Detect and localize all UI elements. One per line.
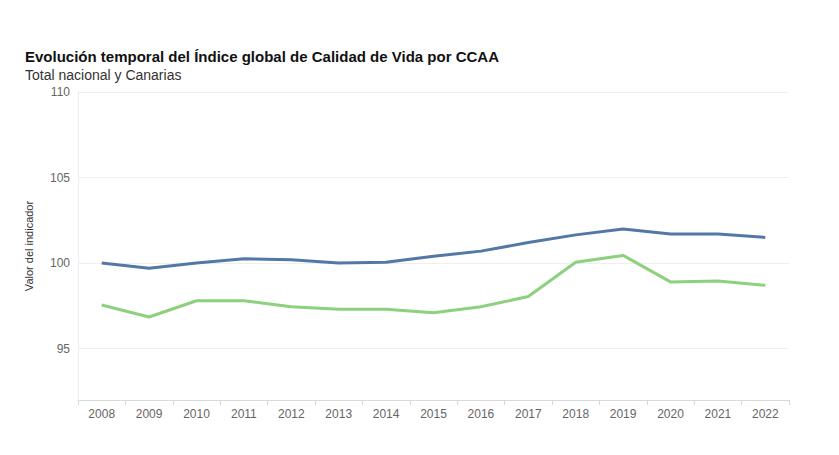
svg-text:2011: 2011 (231, 407, 257, 421)
svg-text:Evolución temporal del Índice: Evolución temporal del Índice global de … (25, 48, 499, 65)
svg-text:2021: 2021 (705, 407, 732, 421)
svg-text:2010: 2010 (183, 407, 210, 421)
svg-text:2019: 2019 (610, 407, 637, 421)
svg-text:100: 100 (50, 256, 70, 270)
svg-text:110: 110 (51, 85, 70, 99)
svg-text:2014: 2014 (373, 407, 400, 421)
svg-text:95: 95 (57, 342, 71, 356)
svg-text:2013: 2013 (325, 407, 352, 421)
svg-text:2022: 2022 (752, 407, 779, 421)
svg-text:2012: 2012 (278, 407, 305, 421)
svg-text:Total nacional y Canarias: Total nacional y Canarias (25, 67, 181, 83)
svg-text:2017: 2017 (515, 407, 542, 421)
svg-text:105: 105 (50, 171, 70, 185)
svg-text:Valor del indicador: Valor del indicador (23, 201, 35, 292)
svg-text:2009: 2009 (136, 407, 163, 421)
svg-text:2016: 2016 (468, 407, 495, 421)
svg-text:2015: 2015 (420, 407, 447, 421)
svg-text:2018: 2018 (562, 407, 589, 421)
svg-text:2020: 2020 (657, 407, 684, 421)
svg-text:2008: 2008 (88, 407, 115, 421)
